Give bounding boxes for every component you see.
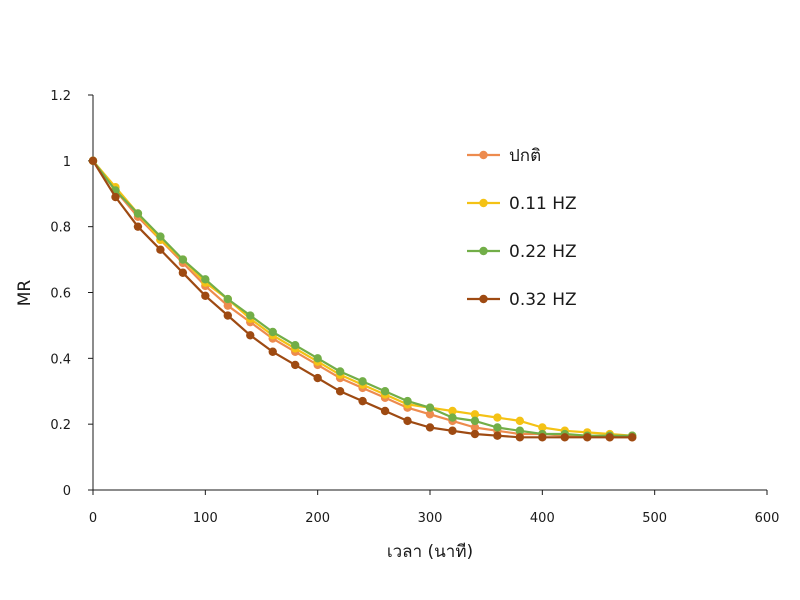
- legend-item-3-swatch-marker: [479, 246, 488, 256]
- series-4-point: [628, 433, 637, 442]
- legend-item-3: 0.22 HZ: [467, 242, 577, 262]
- legend-item-4: 0.32 HZ: [467, 290, 577, 310]
- y-tick-label: 1: [63, 155, 71, 170]
- y-tick-label: 0.8: [50, 221, 71, 236]
- series-lines: [88, 156, 637, 442]
- x-tick-label: 600: [755, 511, 780, 526]
- series-4-point: [88, 156, 98, 166]
- series-3-point: [178, 255, 188, 264]
- series-1-point: [223, 301, 232, 310]
- series-4-point: [380, 406, 390, 416]
- series-3-point: [403, 396, 412, 406]
- series-3-point: [380, 387, 390, 396]
- x-axis-title: เวลา (นาที): [387, 542, 473, 562]
- x-tick-label: 400: [530, 511, 555, 526]
- series-4-point: [156, 245, 165, 254]
- x-tick-label: 500: [642, 511, 667, 526]
- series-3-point: [515, 426, 525, 435]
- legend: ปกติ 0.11 HZ 0.22 HZ 0.32 HZ: [467, 146, 577, 310]
- series-3-point: [358, 377, 367, 386]
- y-tick-label: 0.6: [50, 287, 71, 302]
- series-4-point: [470, 429, 480, 439]
- series-4-point: [538, 433, 547, 442]
- x-tick-label: 300: [418, 511, 443, 526]
- series-4-point: [560, 433, 569, 442]
- y-tick-label: 0.2: [50, 418, 71, 433]
- series-4-point: [425, 423, 435, 432]
- legend-item-4-label: 0.32 HZ: [509, 290, 577, 310]
- y-tick-label: 0: [63, 484, 71, 499]
- axes: 0 0.2 0.4 0.6 0.8 1 1.2 0 100 200 300 400 500 600: [50, 89, 779, 526]
- series-4-point: [313, 373, 322, 383]
- series-4-point: [223, 311, 232, 320]
- series-3-point: [201, 275, 210, 284]
- legend-item-1-label: ปกติ: [509, 146, 541, 166]
- series-4-point: [133, 222, 143, 231]
- series-3-point: [493, 423, 502, 432]
- series-3-point: [223, 294, 232, 304]
- series-4-point: [291, 360, 300, 370]
- series-4-point: [448, 426, 457, 435]
- series-4-point: [583, 433, 592, 442]
- legend-item-2: 0.11 HZ: [467, 194, 577, 214]
- series-4-point: [493, 431, 502, 440]
- series-3-point: [133, 209, 143, 218]
- series-4-point: [268, 347, 277, 356]
- series-2-point: [448, 406, 457, 416]
- y-axis-title: MR: [15, 280, 35, 307]
- series-4-point: [335, 387, 345, 396]
- series-4-point: [605, 433, 614, 442]
- series-4-point: [178, 268, 188, 277]
- series-4-point: [358, 396, 367, 406]
- series-3-point: [448, 413, 457, 422]
- series-3-point: [291, 340, 300, 350]
- series-2-point: [538, 423, 547, 432]
- series-3-point: [268, 327, 277, 337]
- series-3-point: [470, 416, 480, 426]
- legend-item-2-label: 0.11 HZ: [509, 194, 577, 214]
- x-tick-label: 200: [305, 511, 330, 526]
- legend-item-4-swatch-marker: [479, 294, 488, 304]
- series-3-point: [335, 367, 345, 376]
- legend-item-2-swatch-marker: [479, 198, 488, 208]
- series-3-point: [246, 311, 255, 320]
- series-2-point: [515, 416, 525, 426]
- series-4-point: [201, 291, 210, 300]
- series-4-point: [111, 192, 120, 202]
- series-3-point: [156, 232, 165, 241]
- legend-item-1-swatch-marker: [479, 150, 488, 160]
- series-1-point: [425, 410, 435, 419]
- series-3-point: [313, 354, 322, 363]
- x-tick-label: 0: [89, 511, 97, 526]
- series-3-point: [425, 403, 435, 412]
- series-4-point: [515, 433, 525, 442]
- y-tick-label: 1.2: [50, 89, 71, 104]
- legend-item-1: ปกติ: [467, 146, 541, 166]
- series-4-point: [246, 331, 255, 340]
- x-tick-label: 100: [193, 511, 218, 526]
- series-1-point: [470, 423, 480, 432]
- series-2-point: [470, 410, 480, 419]
- legend-item-3-label: 0.22 HZ: [509, 242, 577, 262]
- series-4-point: [403, 416, 412, 426]
- series-2-point: [493, 413, 502, 422]
- series-4: [88, 156, 637, 442]
- y-tick-label: 0.4: [50, 352, 71, 367]
